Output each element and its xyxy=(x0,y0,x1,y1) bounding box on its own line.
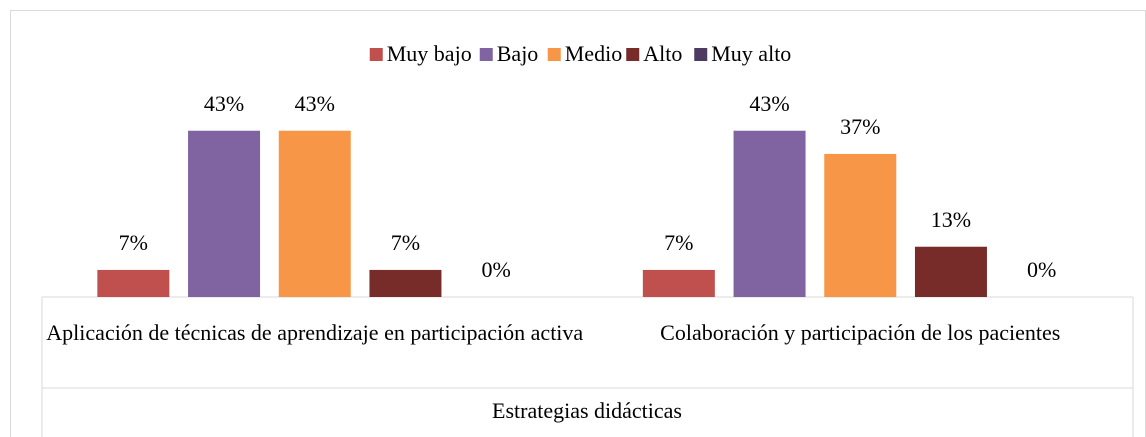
legend-label: Bajo xyxy=(497,41,539,66)
bar xyxy=(369,269,442,297)
legend-swatch xyxy=(626,48,640,61)
legend-label: Muy alto xyxy=(711,41,791,66)
data-label: 43% xyxy=(204,91,244,116)
legend-label: Alto xyxy=(643,41,682,66)
data-label: 7% xyxy=(664,230,693,255)
bar xyxy=(97,269,170,297)
bar xyxy=(188,130,261,297)
data-label: 0% xyxy=(1027,257,1056,282)
axis-label: Estrategias didácticas xyxy=(492,398,682,423)
legend-label: Muy bajo xyxy=(387,41,472,66)
data-label: 13% xyxy=(931,207,971,232)
data-label: 37% xyxy=(840,114,880,139)
legend-swatch xyxy=(547,48,561,61)
bar xyxy=(642,269,715,297)
chart-border xyxy=(10,10,1146,437)
legend-swatch xyxy=(369,48,383,61)
bar xyxy=(824,153,897,297)
bar xyxy=(733,130,806,297)
data-label: 7% xyxy=(119,230,148,255)
legend-label: Medio xyxy=(565,41,622,66)
data-label: 0% xyxy=(481,257,510,282)
bar xyxy=(914,246,987,297)
data-label: 43% xyxy=(749,91,789,116)
data-label: 7% xyxy=(391,230,420,255)
data-label: 43% xyxy=(295,91,335,116)
legend-swatch xyxy=(479,48,493,61)
x-tick-label: Colaboración y participación de los paci… xyxy=(660,320,1061,345)
legend-swatch xyxy=(694,48,708,61)
bar xyxy=(278,130,351,297)
x-tick-label: Aplicación de técnicas de aprendizaje en… xyxy=(46,320,584,345)
